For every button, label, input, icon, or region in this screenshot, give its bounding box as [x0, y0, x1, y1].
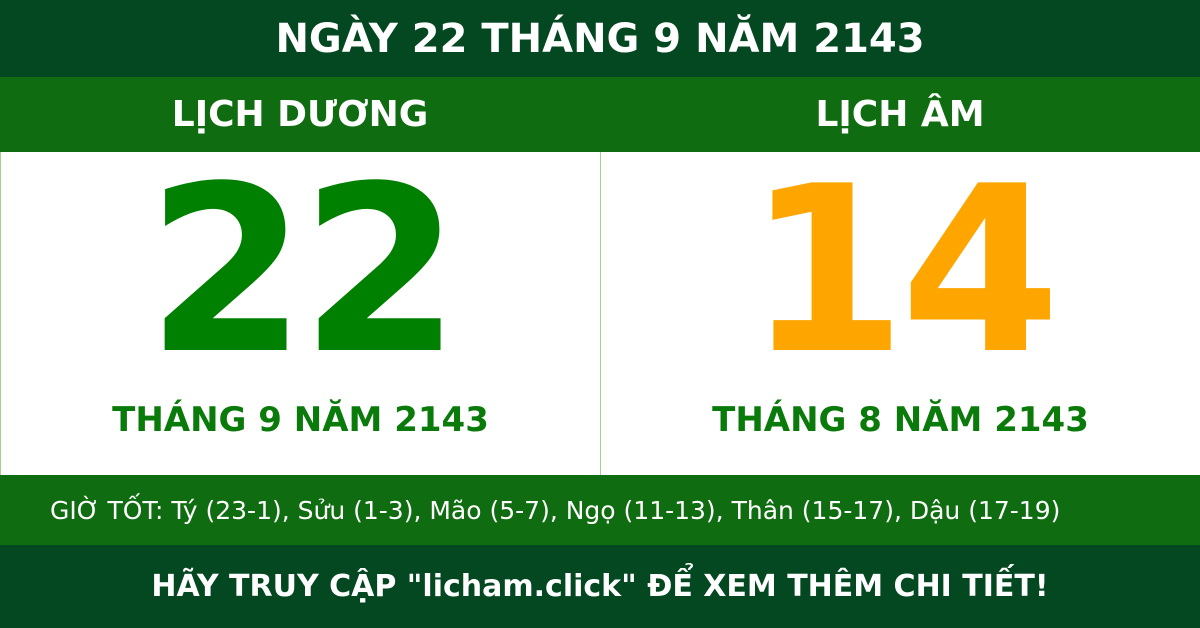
good-hours: GIỜ TỐT: Tý (23-1), Sửu (1-3), Mão (5-7)… — [0, 475, 1200, 545]
lunar-month-year: THÁNG 8 NĂM 2143 — [712, 400, 1089, 440]
page-title: NGÀY 22 THÁNG 9 NĂM 2143 — [0, 0, 1200, 77]
lunar-calendar-label: LỊCH ÂM — [600, 77, 1200, 152]
solar-month-year: THÁNG 9 NĂM 2143 — [112, 400, 489, 440]
lunar-panel: 14 THÁNG 8 NĂM 2143 — [600, 152, 1200, 475]
solar-calendar-label: LỊCH DƯƠNG — [0, 77, 600, 152]
footer-cta: HÃY TRUY CẬP "licham.click" ĐỂ XEM THÊM … — [0, 545, 1200, 628]
solar-panel: 22 THÁNG 9 NĂM 2143 — [0, 152, 600, 475]
solar-day: 22 — [146, 138, 460, 405]
lunar-day: 14 — [746, 138, 1060, 405]
